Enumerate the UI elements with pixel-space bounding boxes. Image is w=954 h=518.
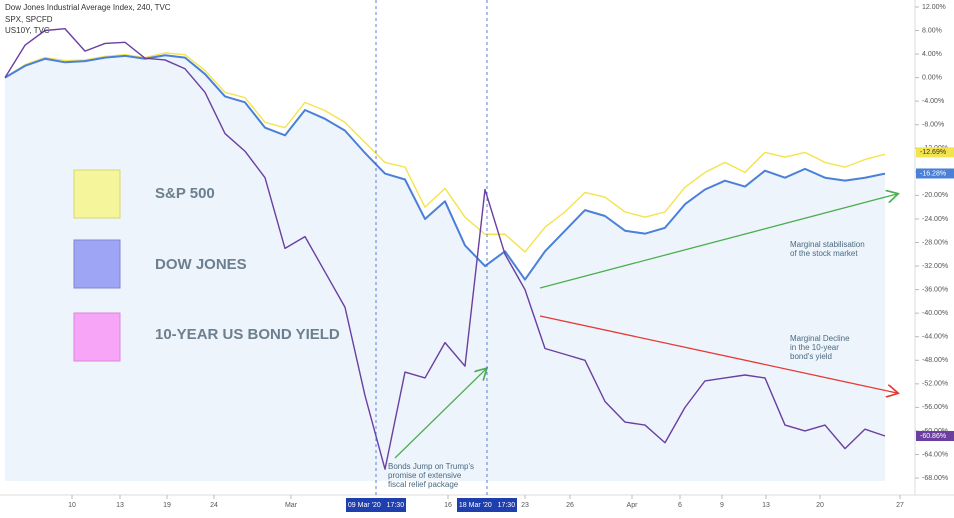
y-tick-label: -4.00% bbox=[922, 98, 944, 105]
annotation: promise of extensive bbox=[388, 471, 462, 480]
y-tick-label: -20.00% bbox=[922, 192, 948, 199]
series-line bbox=[4, 52, 886, 253]
annotation: fiscal relief package bbox=[388, 480, 459, 489]
annotation: Marginal Decline bbox=[790, 334, 850, 343]
y-tick-label: -28.00% bbox=[922, 239, 948, 246]
x-tick-label: 24 bbox=[210, 502, 218, 509]
plot-area bbox=[4, 28, 886, 481]
x-tick-label: Mar bbox=[285, 502, 298, 509]
annotation: of the stock market bbox=[790, 249, 858, 258]
last-value-box bbox=[916, 147, 954, 158]
annotation: Marginal stabilisation bbox=[790, 240, 865, 249]
series-line bbox=[4, 54, 886, 281]
header-text: US10Y, TVC bbox=[5, 26, 50, 35]
area-fill bbox=[5, 55, 885, 481]
header-text: SPX, SPCFD bbox=[5, 15, 53, 24]
y-tick-label: 0.00% bbox=[922, 74, 942, 81]
y-tick-label: -36.00% bbox=[922, 286, 948, 293]
last-value-box bbox=[916, 431, 954, 442]
x-tick-label: 19 bbox=[163, 502, 171, 509]
x-tick-label: 16 bbox=[444, 502, 452, 509]
header-text: Dow Jones Industrial Average Index, 240,… bbox=[5, 3, 171, 12]
x-tick-highlight bbox=[457, 498, 517, 512]
legend-swatch bbox=[73, 239, 121, 289]
legend-swatch bbox=[73, 169, 121, 219]
y-tick-label: -52.00% bbox=[922, 381, 948, 388]
x-tick-label: 26 bbox=[566, 502, 574, 509]
y-tick-label: -48.00% bbox=[922, 357, 948, 364]
legend-label: DOW JONES bbox=[155, 256, 247, 273]
x-tick-label: 20 bbox=[816, 502, 824, 509]
x-tick-label: Apr bbox=[627, 502, 639, 509]
x-tick-label: 09 Mar '20 17:30 bbox=[348, 502, 404, 509]
x-tick-label: 6 bbox=[678, 502, 682, 509]
x-tick-label: 23 bbox=[521, 502, 529, 509]
legend-label: S&P 500 bbox=[155, 185, 215, 202]
arrow bbox=[394, 369, 486, 459]
annotation: Bonds Jump on Trump's bbox=[388, 462, 474, 471]
last-value-box bbox=[916, 168, 954, 179]
y-tick-label: -56.00% bbox=[922, 404, 948, 411]
x-tick-label: 13 bbox=[762, 502, 770, 509]
annotation: in the 10-year bbox=[790, 343, 839, 352]
y-tick-label: -64.00% bbox=[922, 451, 948, 458]
last-value-label: -12.69% bbox=[920, 149, 946, 156]
last-value-label: -16.28% bbox=[920, 170, 946, 177]
y-tick-label: -40.00% bbox=[922, 310, 948, 317]
x-tick-label: 13 bbox=[116, 502, 124, 509]
x-tick-highlight bbox=[346, 498, 406, 512]
arrow bbox=[539, 315, 897, 393]
arrow bbox=[539, 194, 897, 289]
last-value-label: -60.86% bbox=[920, 433, 946, 440]
y-tick-label: -32.00% bbox=[922, 263, 948, 270]
x-tick-label: 10 bbox=[68, 502, 76, 509]
legend-label: 10-YEAR US BOND YIELD bbox=[155, 326, 340, 343]
y-tick-label: -24.00% bbox=[922, 216, 948, 223]
series-line bbox=[4, 28, 886, 470]
x-tick-label: 27 bbox=[896, 502, 904, 509]
y-tick-label: 12.00% bbox=[922, 4, 946, 11]
annotation: bond's yield bbox=[790, 352, 832, 361]
x-tick-label: 18 Mar '20 17:30 bbox=[459, 502, 515, 509]
y-tick-label: 4.00% bbox=[922, 51, 942, 58]
y-tick-label: 8.00% bbox=[922, 27, 942, 34]
x-tick-label: 9 bbox=[720, 502, 724, 509]
y-tick-label: -8.00% bbox=[922, 122, 944, 129]
legend-swatch bbox=[73, 312, 121, 362]
y-tick-label: -68.00% bbox=[922, 475, 948, 482]
y-tick-label: -44.00% bbox=[922, 334, 948, 341]
